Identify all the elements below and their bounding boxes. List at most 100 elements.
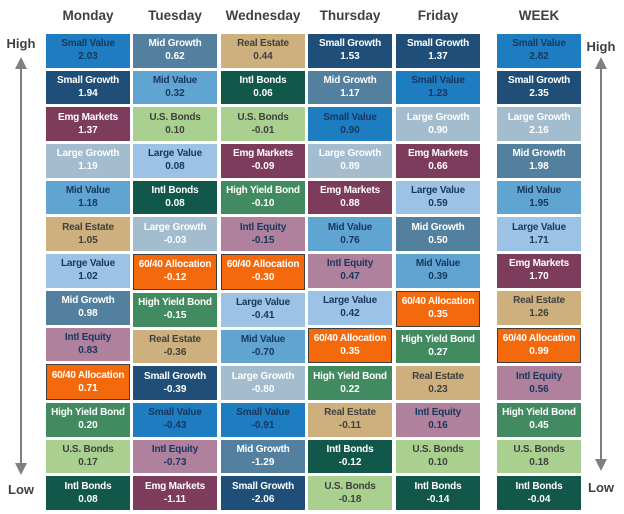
asset-label: Emg Markets [144, 480, 206, 492]
asset-label: Emg Markets [57, 111, 119, 123]
asset-label: Mid Growth [411, 221, 465, 233]
asset-value: -0.14 [426, 493, 450, 505]
asset-value: 1.71 [529, 234, 549, 246]
asset-value: 1.02 [78, 271, 98, 283]
asset-label: Large Value [148, 148, 202, 160]
asset-value: 0.90 [428, 124, 448, 136]
asset-cell: Intl Equity 0.83 [46, 327, 130, 362]
asset-label: Real Estate [324, 407, 376, 419]
asset-cell: Intl Bonds -0.14 [396, 476, 480, 510]
asset-cell: U.S. Bonds 0.17 [46, 439, 130, 474]
asset-label: High Yield Bond [226, 185, 300, 197]
asset-cell: Mid Value 0.32 [133, 70, 217, 105]
asset-label: Intl Bonds [64, 480, 112, 492]
asset-value: 2.16 [529, 124, 549, 136]
column-header-thursday: Thursday [319, 8, 381, 23]
asset-label: Intl Bonds [515, 480, 563, 492]
asset-label: Large Growth [56, 148, 120, 160]
asset-label: Large Value [512, 221, 566, 233]
asset-cell: Small Growth 1.37 [396, 34, 480, 68]
asset-value: -0.18 [338, 493, 362, 505]
asset-value: 1.37 [428, 51, 448, 63]
asset-cell: Intl Equity -0.15 [221, 217, 305, 252]
asset-value: 1.53 [340, 51, 360, 63]
asset-label: Large Growth [143, 221, 207, 233]
asset-cell: Large Value -0.41 [221, 292, 305, 327]
asset-label: 60/40 Allocation [51, 369, 125, 381]
asset-label: Intl Equity [151, 443, 199, 455]
asset-label: Small Value [61, 38, 115, 50]
asset-label: Small Value [411, 75, 465, 87]
asset-value: -0.73 [163, 456, 187, 468]
asset-cell: U.S. Bonds 0.10 [133, 107, 217, 142]
asset-cell: Mid Growth 0.98 [46, 290, 130, 325]
asset-value: 0.90 [340, 124, 360, 136]
asset-label: Large Growth [507, 111, 571, 123]
asset-value: 0.76 [340, 234, 360, 246]
asset-value: 0.47 [340, 271, 360, 283]
asset-value: 0.71 [78, 382, 98, 394]
asset-label: Large Value [236, 297, 290, 309]
asset-label: Small Growth [406, 38, 470, 50]
asset-cell: Intl Bonds 0.06 [221, 70, 305, 105]
asset-label: High Yield Bond [51, 407, 125, 419]
asset-label: Mid Growth [323, 75, 377, 87]
asset-value: 0.42 [340, 308, 360, 320]
asset-cell: Mid Growth 1.98 [497, 144, 581, 178]
asset-value: 0.17 [78, 456, 98, 468]
asset-label: U.S. Bonds [324, 480, 376, 492]
asset-value: 0.18 [529, 456, 549, 468]
asset-label: Small Growth [143, 370, 207, 382]
asset-label: Intl Bonds [151, 185, 199, 197]
low-label-left: Low [8, 482, 34, 497]
asset-cell: Intl Bonds 0.08 [133, 180, 217, 215]
asset-cell: Large Growth 1.19 [46, 144, 130, 178]
asset-value: -0.15 [163, 310, 187, 322]
asset-cell: U.S. Bonds -0.18 [308, 476, 392, 510]
asset-value: -0.10 [251, 198, 275, 210]
asset-label: 60/40 Allocation [502, 332, 576, 344]
asset-label: Small Growth [231, 480, 295, 492]
asset-cell: Intl Bonds -0.12 [308, 439, 392, 474]
high-label-left: High [6, 36, 36, 51]
column-monday: Small Value 2.03 Small Growth 1.94 Emg Marke… [46, 34, 130, 510]
asset-label: U.S. Bonds [62, 443, 114, 455]
asset-value: 1.26 [529, 308, 549, 320]
asset-cell: 60/40 Allocation 0.35 [396, 290, 480, 327]
asset-label: Large Value [411, 185, 465, 197]
asset-value: 2.35 [529, 88, 549, 100]
asset-value: 0.56 [529, 383, 549, 395]
asset-label: Intl Bonds [326, 443, 374, 455]
asset-value: -0.09 [251, 161, 275, 173]
column-header-tuesday: Tuesday [148, 8, 202, 23]
asset-value: 0.98 [78, 308, 98, 320]
asset-value: 0.06 [253, 88, 273, 100]
asset-value: 0.16 [428, 420, 448, 432]
asset-cell: Mid Value 1.95 [497, 180, 581, 215]
asset-value: -0.39 [163, 383, 187, 395]
asset-value: -1.29 [251, 456, 275, 468]
asset-value: 0.62 [165, 51, 185, 63]
asset-label: U.S. Bonds [237, 111, 289, 123]
asset-label: High Yield Bond [502, 407, 576, 419]
asset-cell: Large Growth 2.16 [497, 107, 581, 142]
asset-cell: High Yield Bond 0.45 [497, 402, 581, 437]
asset-cell: Mid Value 1.18 [46, 180, 130, 215]
asset-cell: High Yield Bond 0.20 [46, 402, 130, 437]
asset-label: U.S. Bonds [513, 443, 565, 455]
asset-cell: Real Estate -0.11 [308, 402, 392, 437]
asset-cell: Small Value 0.90 [308, 107, 392, 142]
asset-label: Small Growth [507, 75, 571, 87]
asset-cell: Emg Markets 0.88 [308, 180, 392, 215]
asset-cell: U.S. Bonds 0.18 [497, 439, 581, 474]
asset-value: 1.18 [78, 198, 98, 210]
asset-cell: Small Growth -2.06 [221, 476, 305, 510]
asset-cell: High Yield Bond 0.27 [396, 329, 480, 364]
asset-value: 1.23 [428, 88, 448, 100]
asset-cell: Emg Markets -1.11 [133, 476, 217, 510]
asset-cell: Small Value 2.82 [497, 34, 581, 68]
asset-label: Intl Bonds [414, 480, 462, 492]
asset-label: High Yield Bond [313, 370, 387, 382]
asset-label: Mid Value [415, 258, 461, 270]
asset-cell: Emg Markets -0.09 [221, 144, 305, 178]
